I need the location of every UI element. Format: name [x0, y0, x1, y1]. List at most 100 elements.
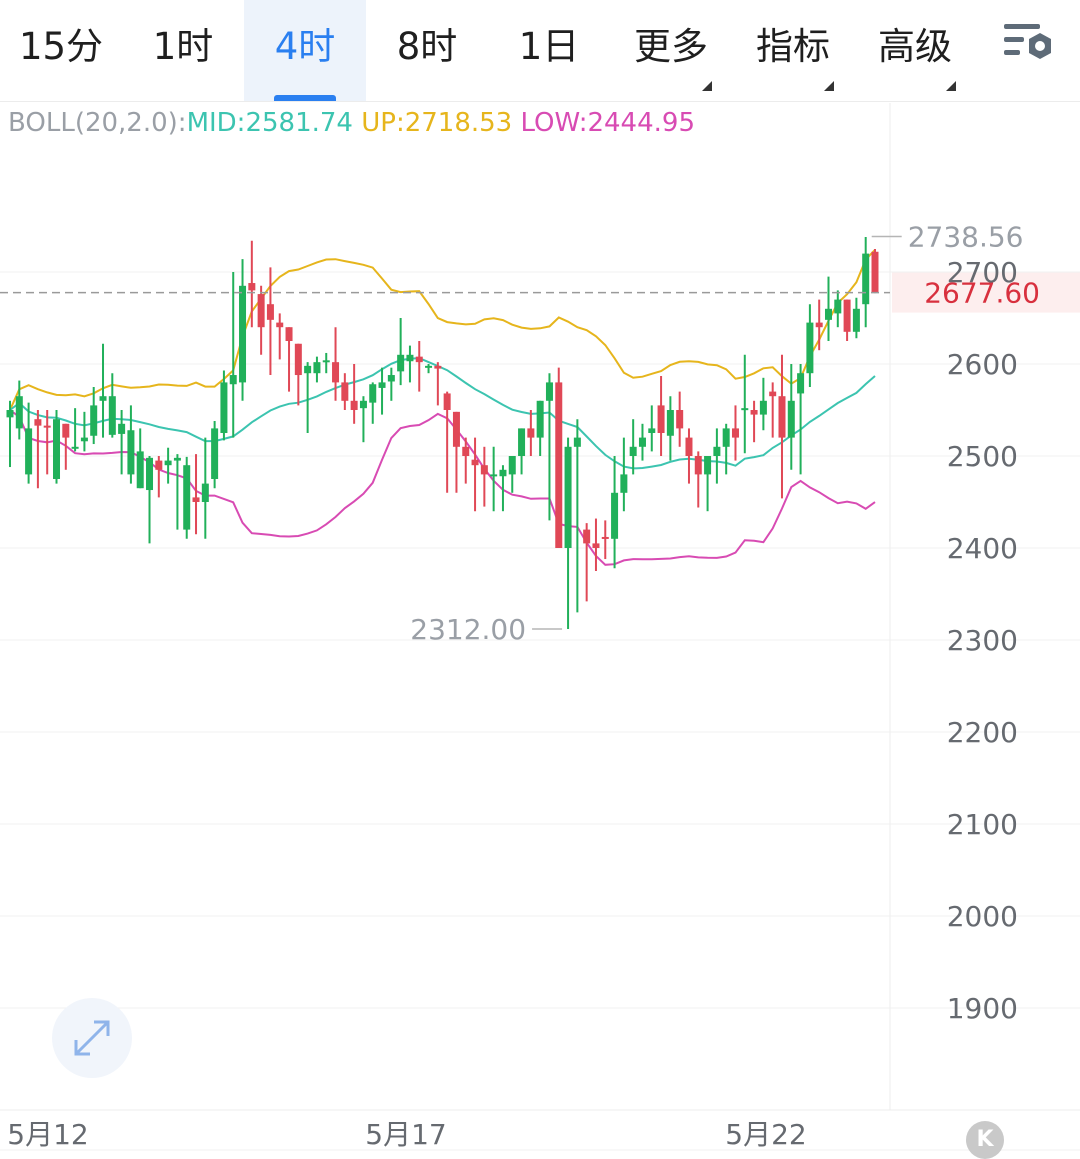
candle-body: [99, 396, 107, 401]
candle-body: [108, 396, 116, 435]
tab-0[interactable]: 15分: [0, 0, 122, 101]
candle-body: [694, 456, 702, 475]
candle-body: [815, 322, 823, 328]
candle: [676, 391, 684, 447]
candle: [229, 272, 237, 438]
candle-body: [527, 428, 535, 438]
candle-body: [555, 382, 563, 548]
candle-body: [322, 360, 330, 363]
candle-body: [750, 410, 758, 415]
candle-body: [787, 400, 795, 438]
candle-body: [722, 428, 730, 447]
candle-body: [769, 391, 777, 397]
tab-7[interactable]: 高级: [854, 0, 976, 101]
candle-body: [741, 408, 749, 411]
tab-4[interactable]: 1日: [488, 0, 610, 101]
candle-body: [462, 446, 470, 456]
current-price-label: 2677.60: [924, 277, 1040, 310]
timeframe-tabs: 15分 1时 4时 8时 1日 更多 指标 高级: [0, 0, 1080, 102]
candle: [406, 345, 414, 383]
candle: [471, 437, 479, 512]
candle: [378, 367, 386, 415]
tab-6[interactable]: 指标: [732, 0, 854, 101]
candle: [536, 400, 544, 456]
expand-arrows-icon: [74, 1020, 110, 1056]
candle-body: [192, 497, 200, 502]
boll-upper-line: [9, 249, 876, 411]
candle: [834, 290, 842, 328]
x-tick-label: 5月12: [7, 1118, 88, 1151]
candle: [155, 456, 163, 498]
candle-body: [871, 251, 879, 293]
tab-label: 8时: [396, 25, 458, 68]
candle-body: [359, 400, 367, 409]
candle: [239, 259, 247, 401]
candle: [211, 421, 219, 489]
fullscreen-button[interactable]: [52, 998, 132, 1078]
candle-body: [34, 419, 42, 426]
dropdown-caret-icon: [702, 81, 712, 91]
boll-mid: MID:2581.74: [186, 108, 353, 138]
candle: [34, 410, 42, 489]
candle: [852, 297, 860, 339]
candle: [71, 408, 79, 452]
y-tick-label: 2300: [947, 624, 1018, 657]
candle: [797, 364, 805, 475]
candle-body: [518, 428, 526, 456]
dropdown-caret-icon: [824, 81, 834, 91]
candle: [108, 373, 116, 438]
candle-body: [285, 327, 293, 341]
candle: [713, 428, 721, 484]
candle-body: [545, 382, 553, 401]
tab-label: 1时: [152, 25, 214, 68]
candle: [704, 456, 712, 512]
candle: [583, 523, 591, 602]
candle-body: [638, 437, 646, 447]
candle-body: [536, 400, 544, 438]
candle-body: [862, 253, 870, 305]
candle: [201, 437, 209, 539]
candle-body: [136, 451, 144, 489]
candle-body: [397, 354, 405, 372]
candle: [369, 382, 377, 424]
candle: [871, 249, 879, 294]
candle: [425, 364, 433, 374]
boll-low: LOW:2444.95: [520, 108, 695, 138]
candle: [164, 447, 172, 484]
y-tick-label: 2600: [947, 348, 1018, 381]
candle: [657, 375, 665, 456]
candle-body: [229, 375, 237, 385]
x-tick-label: 5月17: [365, 1118, 446, 1151]
candle: [611, 456, 619, 569]
active-tab-indicator: [274, 95, 336, 101]
candle: [648, 405, 656, 452]
candle: [824, 276, 832, 341]
candle: [341, 373, 349, 410]
candle-body: [257, 294, 265, 328]
low-price-label: 2312.00: [410, 613, 526, 646]
candle: [555, 367, 563, 548]
candle: [183, 456, 191, 539]
candle: [25, 402, 33, 484]
tab-1[interactable]: 1时: [122, 0, 244, 101]
candle: [285, 327, 293, 392]
candle: [257, 285, 265, 355]
boll-legend: BOLL(20,2.0):MID:2581.74 UP:2718.53 LOW:…: [8, 108, 695, 138]
candle: [173, 454, 181, 530]
tab-5[interactable]: 更多: [610, 0, 732, 101]
candle-body: [834, 299, 842, 314]
k-line-button[interactable]: K: [966, 1121, 1004, 1159]
candle-body: [620, 474, 628, 493]
candle-body: [657, 405, 665, 433]
candle: [248, 240, 256, 328]
candle: [806, 304, 814, 387]
candle-body: [452, 411, 460, 447]
tab-3[interactable]: 8时: [366, 0, 488, 101]
candle: [518, 428, 526, 475]
chart-settings-button[interactable]: [1000, 20, 1060, 70]
candle-body: [43, 425, 51, 428]
candle-body: [704, 456, 712, 475]
candle-body: [183, 465, 191, 530]
tab-2[interactable]: 4时: [244, 0, 366, 101]
